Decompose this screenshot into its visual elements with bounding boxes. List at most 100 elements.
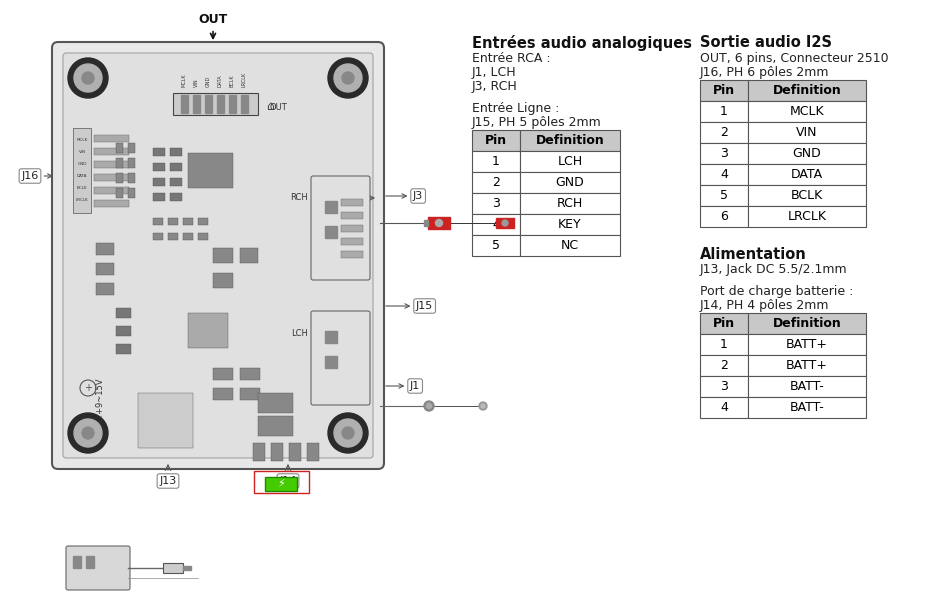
Bar: [496, 218, 514, 228]
Text: J1: J1: [385, 381, 420, 391]
Bar: [116, 158, 123, 168]
Bar: [153, 178, 165, 186]
Bar: [153, 163, 165, 171]
Bar: [173, 93, 258, 115]
Circle shape: [82, 427, 94, 439]
Bar: [748, 397, 866, 418]
Text: Entrée Ligne :: Entrée Ligne :: [472, 102, 560, 115]
Circle shape: [481, 404, 485, 408]
Bar: [170, 178, 182, 186]
Bar: [170, 148, 182, 156]
Circle shape: [342, 427, 354, 439]
Text: BCLK: BCLK: [791, 189, 823, 202]
Bar: [265, 477, 297, 491]
Text: NC: NC: [561, 239, 579, 252]
Text: VIN: VIN: [79, 150, 85, 154]
Bar: [472, 151, 520, 172]
Bar: [520, 214, 620, 235]
Text: 3: 3: [720, 380, 728, 393]
Text: GND: GND: [556, 176, 584, 189]
Text: J14, PH 4 pôles 2mm: J14, PH 4 pôles 2mm: [700, 299, 830, 312]
Bar: [271, 443, 283, 461]
Bar: [748, 185, 866, 206]
Bar: [116, 308, 131, 318]
Bar: [700, 185, 748, 206]
Bar: [94, 161, 129, 168]
Text: ⌂: ⌂: [266, 100, 274, 113]
Text: Definition: Definition: [773, 317, 841, 330]
Text: OUT, 6 pins, Connecteur 2510: OUT, 6 pins, Connecteur 2510: [700, 52, 888, 65]
Bar: [138, 393, 193, 448]
Text: 3: 3: [492, 197, 500, 210]
Circle shape: [74, 64, 102, 92]
Text: GND: GND: [793, 147, 821, 160]
Bar: [128, 143, 135, 153]
Text: 1: 1: [492, 155, 500, 168]
Text: GND: GND: [78, 162, 87, 166]
Text: +: +: [84, 383, 92, 393]
Text: J14: J14: [279, 476, 296, 486]
Circle shape: [328, 413, 368, 453]
Bar: [700, 376, 748, 397]
Text: 3: 3: [720, 147, 728, 160]
Circle shape: [342, 72, 354, 84]
FancyBboxPatch shape: [311, 311, 370, 405]
Circle shape: [328, 58, 368, 98]
Bar: [472, 130, 520, 151]
Bar: [428, 217, 450, 229]
Text: OUT: OUT: [270, 103, 288, 112]
Bar: [520, 235, 620, 256]
Bar: [116, 173, 123, 183]
Bar: [183, 218, 193, 225]
Text: Alimentation: Alimentation: [700, 247, 807, 262]
Text: 6: 6: [720, 210, 728, 223]
Bar: [116, 143, 123, 153]
Text: VIN: VIN: [796, 126, 818, 139]
Bar: [520, 151, 620, 172]
Text: LCH: LCH: [291, 329, 308, 337]
Bar: [94, 200, 129, 207]
Text: 2: 2: [492, 176, 500, 189]
Bar: [307, 443, 319, 461]
Bar: [748, 355, 866, 376]
Circle shape: [479, 402, 487, 410]
Text: GND: GND: [206, 76, 211, 87]
Bar: [520, 130, 620, 151]
Bar: [168, 218, 178, 225]
Bar: [241, 95, 248, 113]
Bar: [748, 143, 866, 164]
Bar: [700, 334, 748, 355]
Bar: [748, 101, 866, 122]
Circle shape: [424, 401, 434, 411]
Bar: [213, 388, 233, 400]
Text: Pin: Pin: [713, 317, 735, 330]
Text: 5: 5: [492, 239, 500, 252]
Bar: [341, 225, 363, 232]
Bar: [254, 471, 309, 493]
Text: J3: J3: [385, 191, 423, 201]
Bar: [341, 238, 363, 245]
Text: J13, Jack DC 5.5/2.1mm: J13, Jack DC 5.5/2.1mm: [700, 263, 848, 276]
Bar: [183, 566, 191, 570]
Bar: [188, 153, 233, 188]
Text: 5: 5: [720, 189, 728, 202]
Bar: [213, 273, 233, 288]
Text: 4: 4: [720, 401, 728, 414]
Bar: [198, 218, 208, 225]
Text: BCLK: BCLK: [230, 74, 235, 87]
Circle shape: [334, 419, 362, 447]
Text: KEY: KEY: [558, 218, 581, 231]
Text: Entrée RCA :: Entrée RCA :: [472, 52, 550, 65]
Bar: [700, 143, 748, 164]
Bar: [170, 193, 182, 201]
Bar: [700, 313, 748, 334]
Bar: [213, 368, 233, 380]
Bar: [116, 326, 131, 336]
Bar: [341, 212, 363, 219]
Text: MCLK: MCLK: [182, 73, 187, 87]
Bar: [86, 556, 94, 568]
FancyBboxPatch shape: [63, 53, 373, 458]
Text: DC:+9~15V: DC:+9~15V: [96, 378, 104, 428]
Text: J13: J13: [159, 476, 177, 486]
Bar: [94, 187, 129, 194]
